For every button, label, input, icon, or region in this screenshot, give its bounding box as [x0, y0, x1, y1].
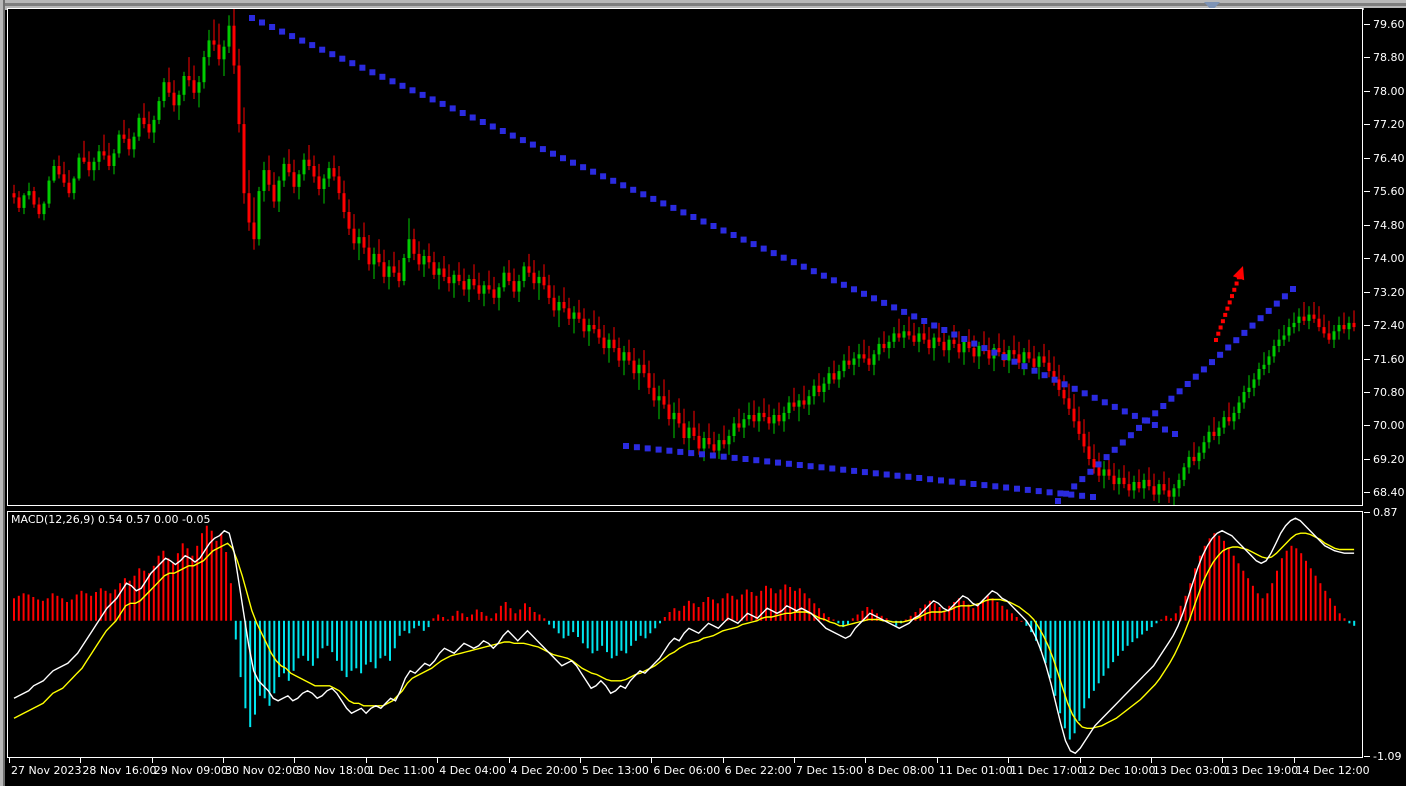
time-x-tick: [1150, 758, 1152, 763]
price-y-tick-label: 70.00: [1373, 419, 1405, 433]
price-y-tick-label: 77.20: [1373, 118, 1405, 132]
time-x-tick: [722, 758, 724, 763]
time-x-tick-label: 29 Nov 09:00: [153, 764, 228, 777]
price-y-tick-label: 75.60: [1373, 185, 1405, 199]
price-y-tick: [1364, 224, 1370, 226]
price-candlestick-panel[interactable]: [7, 8, 1363, 506]
window-left-border-groove: [3, 0, 5, 786]
time-x-tick: [508, 758, 510, 763]
price-y-tick: [1364, 157, 1370, 159]
price-y-tick: [1364, 458, 1370, 460]
macd-series-svg: [13, 517, 1356, 755]
price-y-tick-label: 74.00: [1373, 252, 1405, 266]
time-x-tick: [936, 758, 938, 763]
price-y-tick-label: 78.80: [1373, 51, 1405, 65]
time-x-tick-label: 13 Dec 03:00: [1152, 764, 1227, 777]
time-x-tick: [865, 758, 867, 763]
time-x-tick-label: 13 Dec 19:00: [1224, 764, 1299, 777]
macd-indicator-panel[interactable]: [7, 511, 1363, 758]
time-x-tick: [151, 758, 153, 763]
price-y-tick-label: 69.20: [1373, 452, 1405, 466]
price-y-tick: [1364, 425, 1370, 427]
price-plot-area[interactable]: [8, 9, 1362, 505]
price-y-tick: [1364, 291, 1370, 293]
time-x-axis: 27 Nov 2023 28 Nov 16:00 29 Nov 09:00 30 No…: [7, 758, 1370, 786]
window-title-bar-groove: [0, 3, 1406, 6]
price-y-tick-label: 79.60: [1373, 17, 1405, 31]
price-y-tick: [1364, 325, 1370, 327]
time-x-tick-label: 6 Dec 06:00: [653, 764, 721, 777]
time-x-tick: [1222, 758, 1224, 763]
time-x-tick-label: 30 Nov 02:00: [225, 764, 300, 777]
time-x-tick-label: 4 Dec 04:00: [439, 764, 507, 777]
price-y-tick-label: 71.60: [1373, 352, 1405, 366]
macd-y-tick-label: 0.87: [1373, 506, 1398, 519]
time-x-tick-label: 11 Dec 17:00: [1010, 764, 1085, 777]
time-x-tick-label: 6 Dec 22:00: [724, 764, 792, 777]
macd-plot-area[interactable]: [8, 512, 1362, 757]
time-x-tick: [437, 758, 439, 763]
price-y-tick: [1364, 258, 1370, 260]
price-y-tick: [1364, 23, 1370, 25]
time-x-tick-label: 11 Dec 01:00: [938, 764, 1013, 777]
price-y-tick: [1364, 358, 1370, 360]
time-x-tick-label: 4 Dec 20:00: [510, 764, 578, 777]
price-y-tick: [1364, 191, 1370, 193]
time-x-tick-label: 14 Dec 12:00: [1295, 764, 1370, 777]
price-y-tick-label: 74.80: [1373, 218, 1405, 232]
time-x-tick: [9, 758, 10, 763]
macd-y-tick: [1364, 756, 1370, 757]
time-x-tick-label: 12 Dec 10:00: [1081, 764, 1156, 777]
time-x-tick-label: 7 Dec 15:00: [796, 764, 864, 777]
price-y-tick: [1364, 391, 1370, 393]
time-x-tick-label: 5 Dec 13:00: [581, 764, 649, 777]
price-y-tick: [1364, 492, 1370, 494]
time-x-tick: [80, 758, 82, 763]
time-x-tick: [1293, 758, 1295, 763]
macd-legend-label: MACD(12,26,9) 0.54 0.57 0.00 -0.05: [11, 513, 211, 526]
time-x-tick-label: 27 Nov 2023: [11, 764, 82, 777]
price-y-tick-label: 72.40: [1373, 319, 1405, 333]
time-x-tick: [223, 758, 225, 763]
window-left-border: [0, 0, 5, 786]
price-y-tick-label: 70.80: [1373, 385, 1405, 399]
price-y-tick-label: 76.40: [1373, 151, 1405, 165]
time-x-tick-label: 8 Dec 08:00: [867, 764, 935, 777]
time-x-tick: [365, 758, 367, 763]
time-x-tick: [651, 758, 653, 763]
chevron-down-icon[interactable]: [1204, 2, 1220, 11]
price-y-tick-label: 78.00: [1373, 84, 1405, 98]
time-x-tick: [1079, 758, 1081, 763]
time-x-tick: [294, 758, 296, 763]
drawing-overlay-svg[interactable]: [8, 9, 1362, 505]
price-candles-svg: [12, 9, 1356, 505]
time-x-tick-label: 28 Nov 16:00: [82, 764, 157, 777]
price-y-tick-label: 73.20: [1373, 285, 1405, 299]
price-y-axis: 79.60 78.80 78.00 77.20 76.40 75.60 74.80 74.00…: [1364, 8, 1406, 506]
price-y-tick: [1364, 57, 1370, 59]
time-x-tick: [579, 758, 581, 763]
time-x-tick-label: 30 Nov 18:00: [296, 764, 371, 777]
macd-y-tick-label: -1.09: [1373, 750, 1402, 763]
price-y-tick: [1364, 124, 1370, 126]
price-y-tick: [1364, 90, 1370, 92]
time-x-tick-label: 1 Dec 11:00: [367, 764, 435, 777]
price-y-tick-label: 68.40: [1373, 486, 1405, 500]
time-x-tick: [794, 758, 796, 763]
macd-y-axis: 0.87 -1.09: [1364, 507, 1406, 762]
time-x-tick: [1008, 758, 1010, 763]
macd-y-tick: [1364, 512, 1370, 513]
